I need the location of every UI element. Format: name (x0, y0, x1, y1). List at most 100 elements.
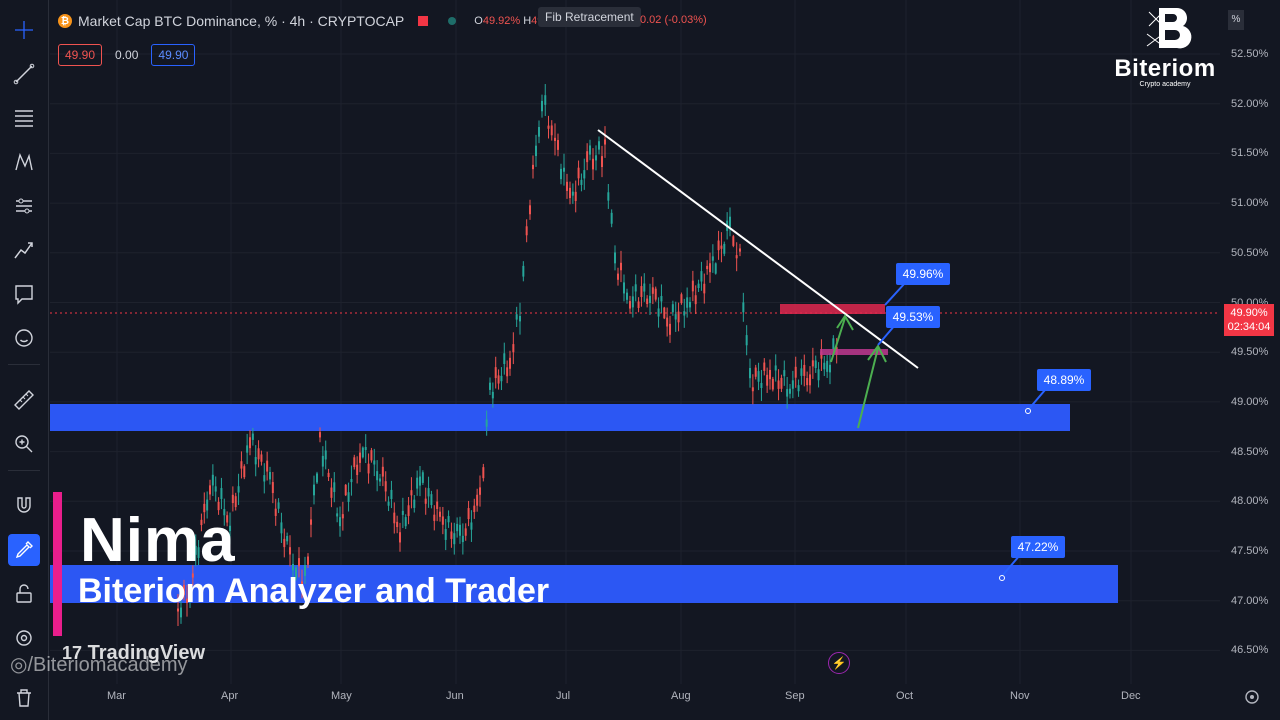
lightning-icon[interactable]: ⚡ (828, 652, 850, 674)
candle-body (550, 125, 553, 136)
green-arrow-1 (830, 317, 846, 363)
brush-icon[interactable] (8, 234, 40, 266)
candle-body (307, 556, 309, 565)
candle-body (183, 584, 185, 596)
candle-body (461, 535, 464, 543)
biteriom-logo-icon (1146, 8, 1192, 49)
candle-body (330, 487, 333, 498)
callout-49-53 (886, 306, 940, 328)
candle-body (566, 181, 568, 191)
time-axis-label: Nov (1010, 690, 1030, 702)
candle-body (786, 389, 789, 397)
trash-icon[interactable] (8, 682, 40, 714)
price-axis-label: 47.50% (1231, 545, 1269, 557)
callout-48-89 (1037, 369, 1091, 391)
callout-49-96 (896, 263, 950, 285)
candle-body (194, 545, 197, 555)
candle-body (829, 364, 831, 373)
candle-body (732, 236, 735, 246)
candle-body (637, 301, 640, 308)
emoji-icon[interactable] (8, 322, 40, 354)
candle-body (324, 450, 327, 460)
candle-body (470, 522, 473, 530)
unlock-icon[interactable] (8, 578, 40, 610)
time-axis-label: Aug (671, 690, 691, 702)
brand-name: Biteriom (1114, 55, 1216, 82)
sell-button[interactable]: 49.90 (58, 44, 103, 66)
price-chart[interactable]: 49.96% 49.53% 48.89% 47.22% (50, 0, 1220, 684)
support-zone-47-22[interactable] (50, 565, 1118, 603)
candle-body (794, 366, 797, 378)
callout-48-89-text: 48.89% (1044, 373, 1085, 387)
candle-body (430, 494, 433, 506)
candle-body (304, 565, 306, 576)
change-value: 0.02 (-0.03%) (640, 14, 707, 26)
candle-body (482, 467, 485, 479)
magnet-icon[interactable] (8, 490, 40, 522)
fib-retracement-tooltip: Fib Retracement (538, 7, 641, 27)
candle-body (529, 205, 531, 215)
candle-body (601, 156, 603, 167)
candle-body (231, 494, 234, 504)
settings-gear-icon[interactable] (1243, 688, 1261, 706)
descending-trendline[interactable] (597, 129, 919, 369)
candle-body (800, 368, 803, 376)
price-axis-label: 49.00% (1231, 395, 1269, 408)
candle-body (344, 484, 347, 496)
symbol-title[interactable]: Market Cap BTC Dominance, % · 4h · CRYPT… (78, 13, 405, 29)
candle-body (595, 155, 597, 161)
candle-body (274, 508, 277, 516)
candle-body (657, 308, 660, 317)
candle-body (229, 525, 231, 531)
bar-countdown: 02:34:04 (1227, 321, 1271, 333)
candle-body (791, 380, 794, 389)
time-axis-label: Sep (785, 690, 805, 702)
candle-body (214, 486, 217, 492)
lock-drawing-icon[interactable] (8, 534, 40, 566)
candle-body (243, 466, 246, 478)
candle-body (416, 477, 419, 489)
zoom-icon[interactable] (8, 428, 40, 460)
candle-body (654, 288, 657, 300)
candle-body (226, 515, 229, 523)
pattern-icon[interactable] (8, 146, 40, 178)
candle-body (283, 538, 286, 548)
zone-49-53[interactable] (820, 349, 888, 355)
candle-body (560, 168, 562, 180)
candle-body (669, 323, 671, 335)
ruler-icon[interactable] (8, 384, 40, 416)
eye-icon[interactable] (8, 622, 40, 654)
fib-icon[interactable] (8, 102, 40, 134)
candle-body (439, 511, 441, 517)
candle-body (660, 296, 663, 302)
candle-body (479, 487, 481, 495)
candle-body (379, 478, 381, 482)
candle-body (180, 607, 182, 618)
crosshair-icon[interactable] (8, 14, 40, 46)
candle-body (703, 283, 706, 294)
support-zone-48-89[interactable] (50, 404, 1070, 431)
candle-body (237, 486, 240, 493)
prediction-icon[interactable] (8, 190, 40, 222)
candle-body (691, 280, 694, 292)
candle-body (209, 485, 211, 495)
candle-body (301, 581, 303, 587)
candle-body (319, 432, 321, 438)
left-drawing-toolbar (0, 0, 49, 720)
text-note-icon[interactable] (8, 278, 40, 310)
candle-body (327, 472, 330, 478)
candle-body (211, 474, 214, 486)
candle-body (723, 243, 726, 254)
candle-body (512, 344, 515, 353)
candle-body (404, 517, 407, 527)
candle-body (295, 567, 297, 579)
candle-body (651, 287, 654, 294)
percent-toggle[interactable]: % (1228, 10, 1244, 30)
candle-body (280, 522, 283, 534)
resistance-zone-49-96[interactable] (780, 304, 885, 314)
candle-body (217, 501, 220, 511)
buy-button[interactable]: 49.90 (151, 44, 196, 66)
candle-body (809, 374, 811, 386)
trendline-icon[interactable] (8, 58, 40, 90)
candle-body (563, 167, 565, 172)
